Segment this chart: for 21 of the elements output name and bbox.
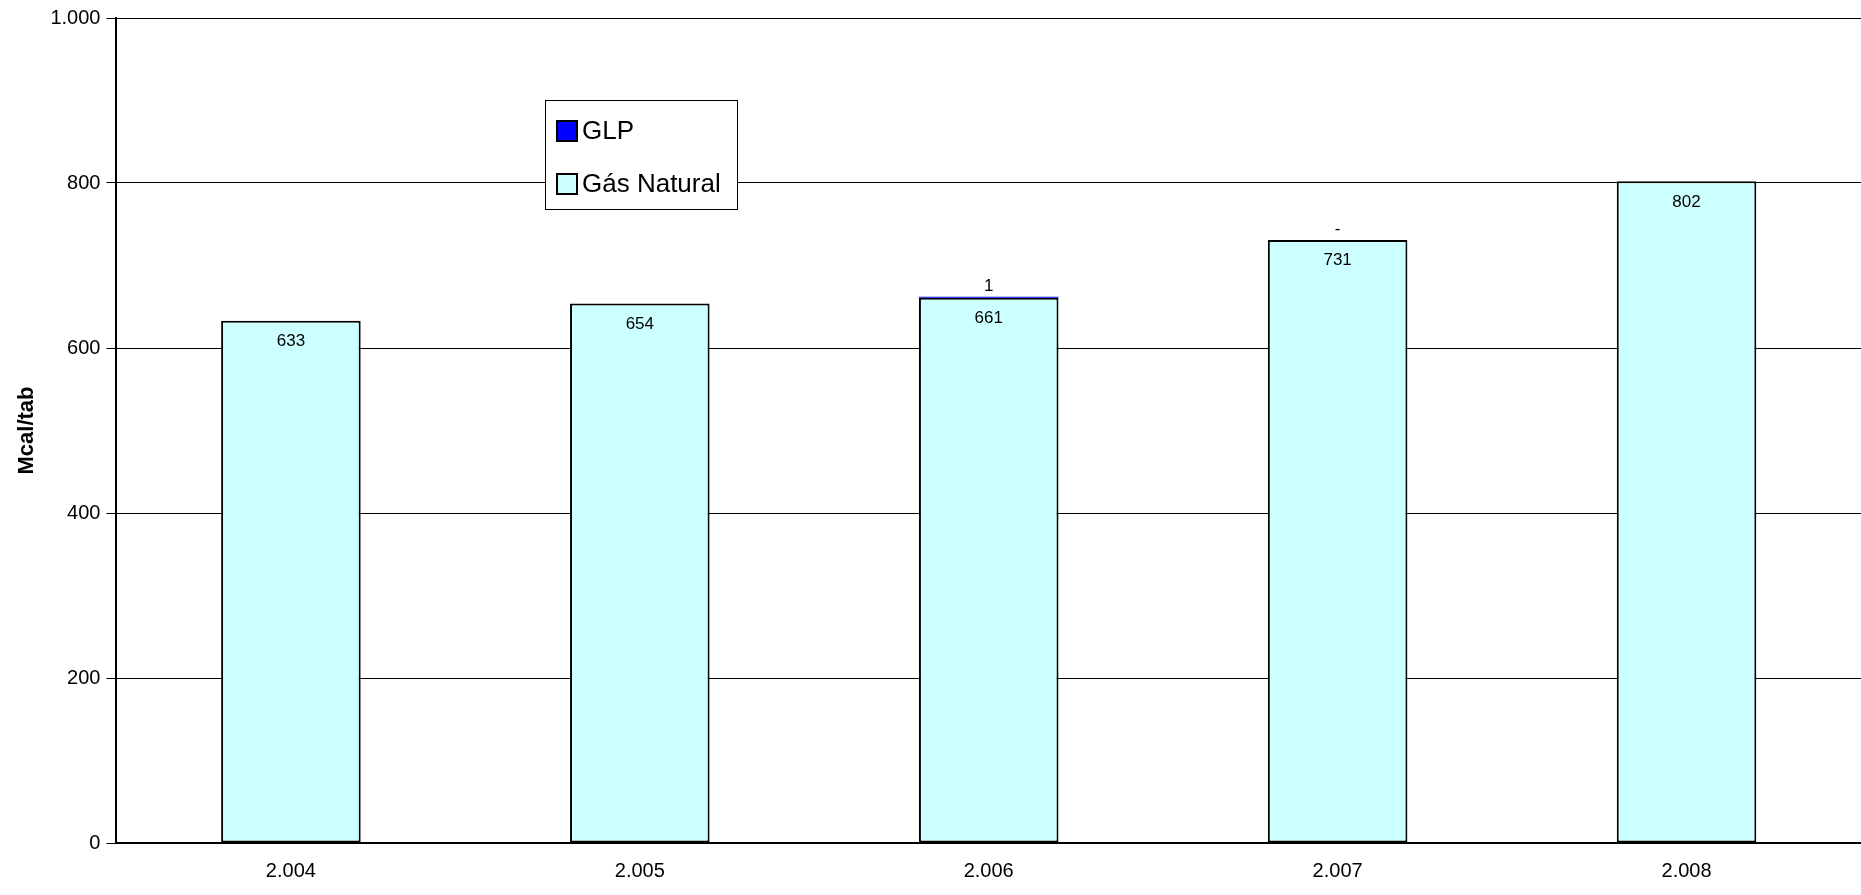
x-tick-label: 2.005 <box>614 858 665 881</box>
data-label: 802 <box>1672 191 1701 211</box>
y-tick-label: 0 <box>89 830 101 853</box>
y-tick-label: 1.000 <box>50 5 101 28</box>
y-tick-label: 800 <box>67 170 101 193</box>
data-label: 1 <box>983 276 994 296</box>
legend-label: GLP <box>582 115 635 146</box>
data-label: - <box>1334 219 1341 239</box>
x-tick-label: 2.006 <box>963 858 1014 881</box>
data-label: 633 <box>276 330 306 350</box>
data-label: 661 <box>974 307 1003 327</box>
y-tick-label: 600 <box>67 335 101 358</box>
x-tick-label: 2.007 <box>1312 858 1363 881</box>
x-tick-label: 2.004 <box>265 858 316 881</box>
data-label: 731 <box>1323 250 1352 270</box>
y-axis-title: Mcal/tab <box>13 386 39 475</box>
data-label: 654 <box>625 313 654 333</box>
x-tick-label: 2.008 <box>1661 858 1712 881</box>
legend-label: Gás Natural <box>582 168 721 199</box>
y-tick-label: 200 <box>67 665 101 688</box>
y-tick-label: 400 <box>67 500 101 523</box>
